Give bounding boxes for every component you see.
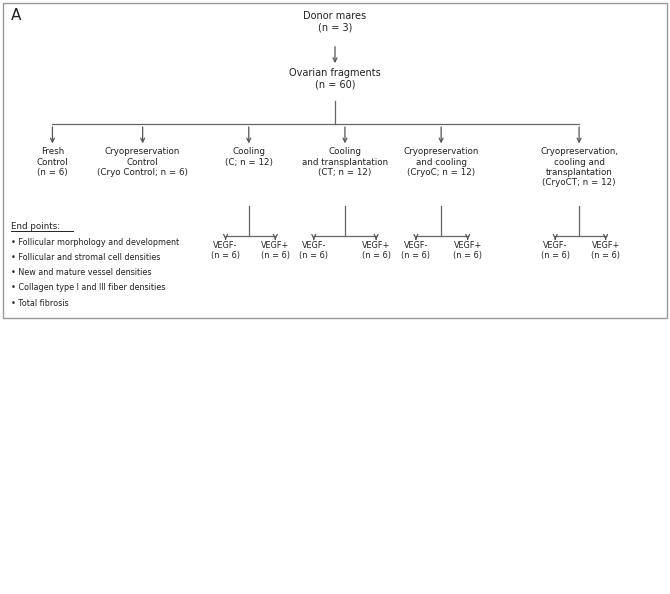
Text: VEGF+
(n = 6): VEGF+ (n = 6) (261, 241, 290, 260)
Text: Cryopreservation
Control
(Cryo Control; n = 6): Cryopreservation Control (Cryo Control; … (97, 147, 188, 177)
Text: Donor mares
(n = 3): Donor mares (n = 3) (304, 11, 366, 33)
Text: VEGF-
(n = 6): VEGF- (n = 6) (541, 241, 570, 260)
Text: VEGF+
(n = 6): VEGF+ (n = 6) (591, 241, 620, 260)
Text: Cooling
and transplantation
(CT; n = 12): Cooling and transplantation (CT; n = 12) (302, 147, 388, 177)
Text: Ovarian fragments
(n = 60): Ovarian fragments (n = 60) (289, 68, 381, 89)
Text: G: G (8, 462, 17, 475)
Text: J: J (408, 462, 413, 475)
Text: A: A (11, 8, 21, 23)
Text: VEGF-
(n = 6): VEGF- (n = 6) (401, 241, 430, 260)
Text: • Collagen type I and III fiber densities: • Collagen type I and III fiber densitie… (11, 283, 165, 292)
Text: D: D (275, 327, 285, 340)
Text: C: C (141, 327, 150, 340)
Text: VEGF-
(n = 6): VEGF- (n = 6) (211, 241, 240, 260)
Text: B: B (8, 327, 17, 340)
Text: End points:: End points: (11, 222, 60, 231)
Text: F: F (542, 327, 550, 340)
Text: • New and mature vessel densities: • New and mature vessel densities (11, 268, 152, 277)
Text: E: E (408, 327, 416, 340)
Text: Cryopreservation
and cooling
(CryoC; n = 12): Cryopreservation and cooling (CryoC; n =… (403, 147, 479, 177)
Text: • Total fibrosis: • Total fibrosis (11, 299, 69, 308)
Text: VEGF+
(n = 6): VEGF+ (n = 6) (453, 241, 482, 260)
Text: H: H (141, 462, 151, 475)
Text: K: K (542, 462, 551, 475)
Text: • Follicular and stromal cell densities: • Follicular and stromal cell densities (11, 253, 161, 263)
Text: I: I (275, 462, 279, 475)
Text: Cooling
(C; n = 12): Cooling (C; n = 12) (224, 147, 273, 166)
Text: • Follicular morphology and development: • Follicular morphology and development (11, 238, 180, 247)
Text: VEGF-
(n = 6): VEGF- (n = 6) (299, 241, 328, 260)
Text: Cryopreservation,
cooling and
transplantation
(CryoCT; n = 12): Cryopreservation, cooling and transplant… (540, 147, 618, 187)
Text: VEGF+
(n = 6): VEGF+ (n = 6) (362, 241, 391, 260)
Text: Fresh
Control
(n = 6): Fresh Control (n = 6) (37, 147, 68, 177)
